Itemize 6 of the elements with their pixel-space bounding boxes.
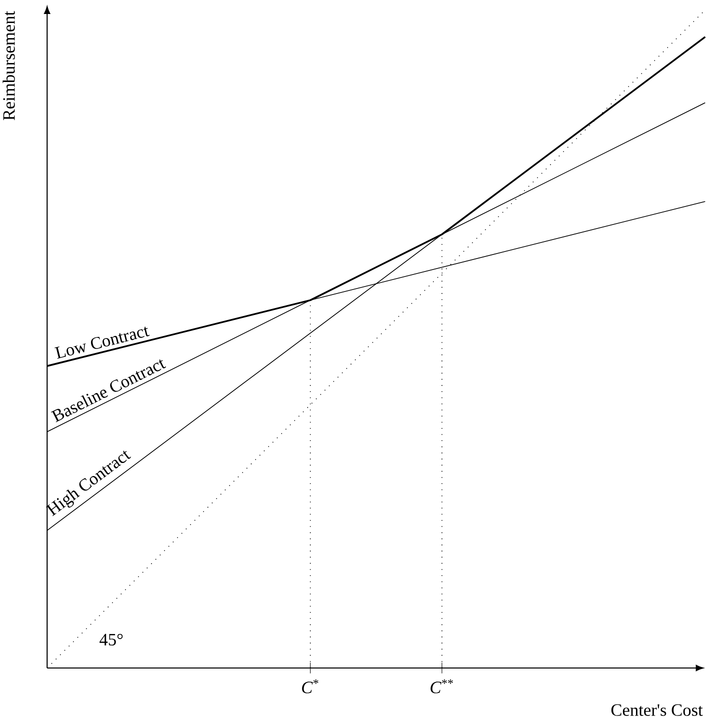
annotation: 45° xyxy=(100,634,123,646)
text: Low Contract xyxy=(54,326,150,359)
y-axis-title: Reimbursement xyxy=(2,11,15,120)
x-axis-title: Center's Cost xyxy=(611,704,703,716)
x-tick-label: C$^{*}$ xyxy=(302,679,318,694)
x-tick-label: C$^{**}$ xyxy=(430,679,453,694)
